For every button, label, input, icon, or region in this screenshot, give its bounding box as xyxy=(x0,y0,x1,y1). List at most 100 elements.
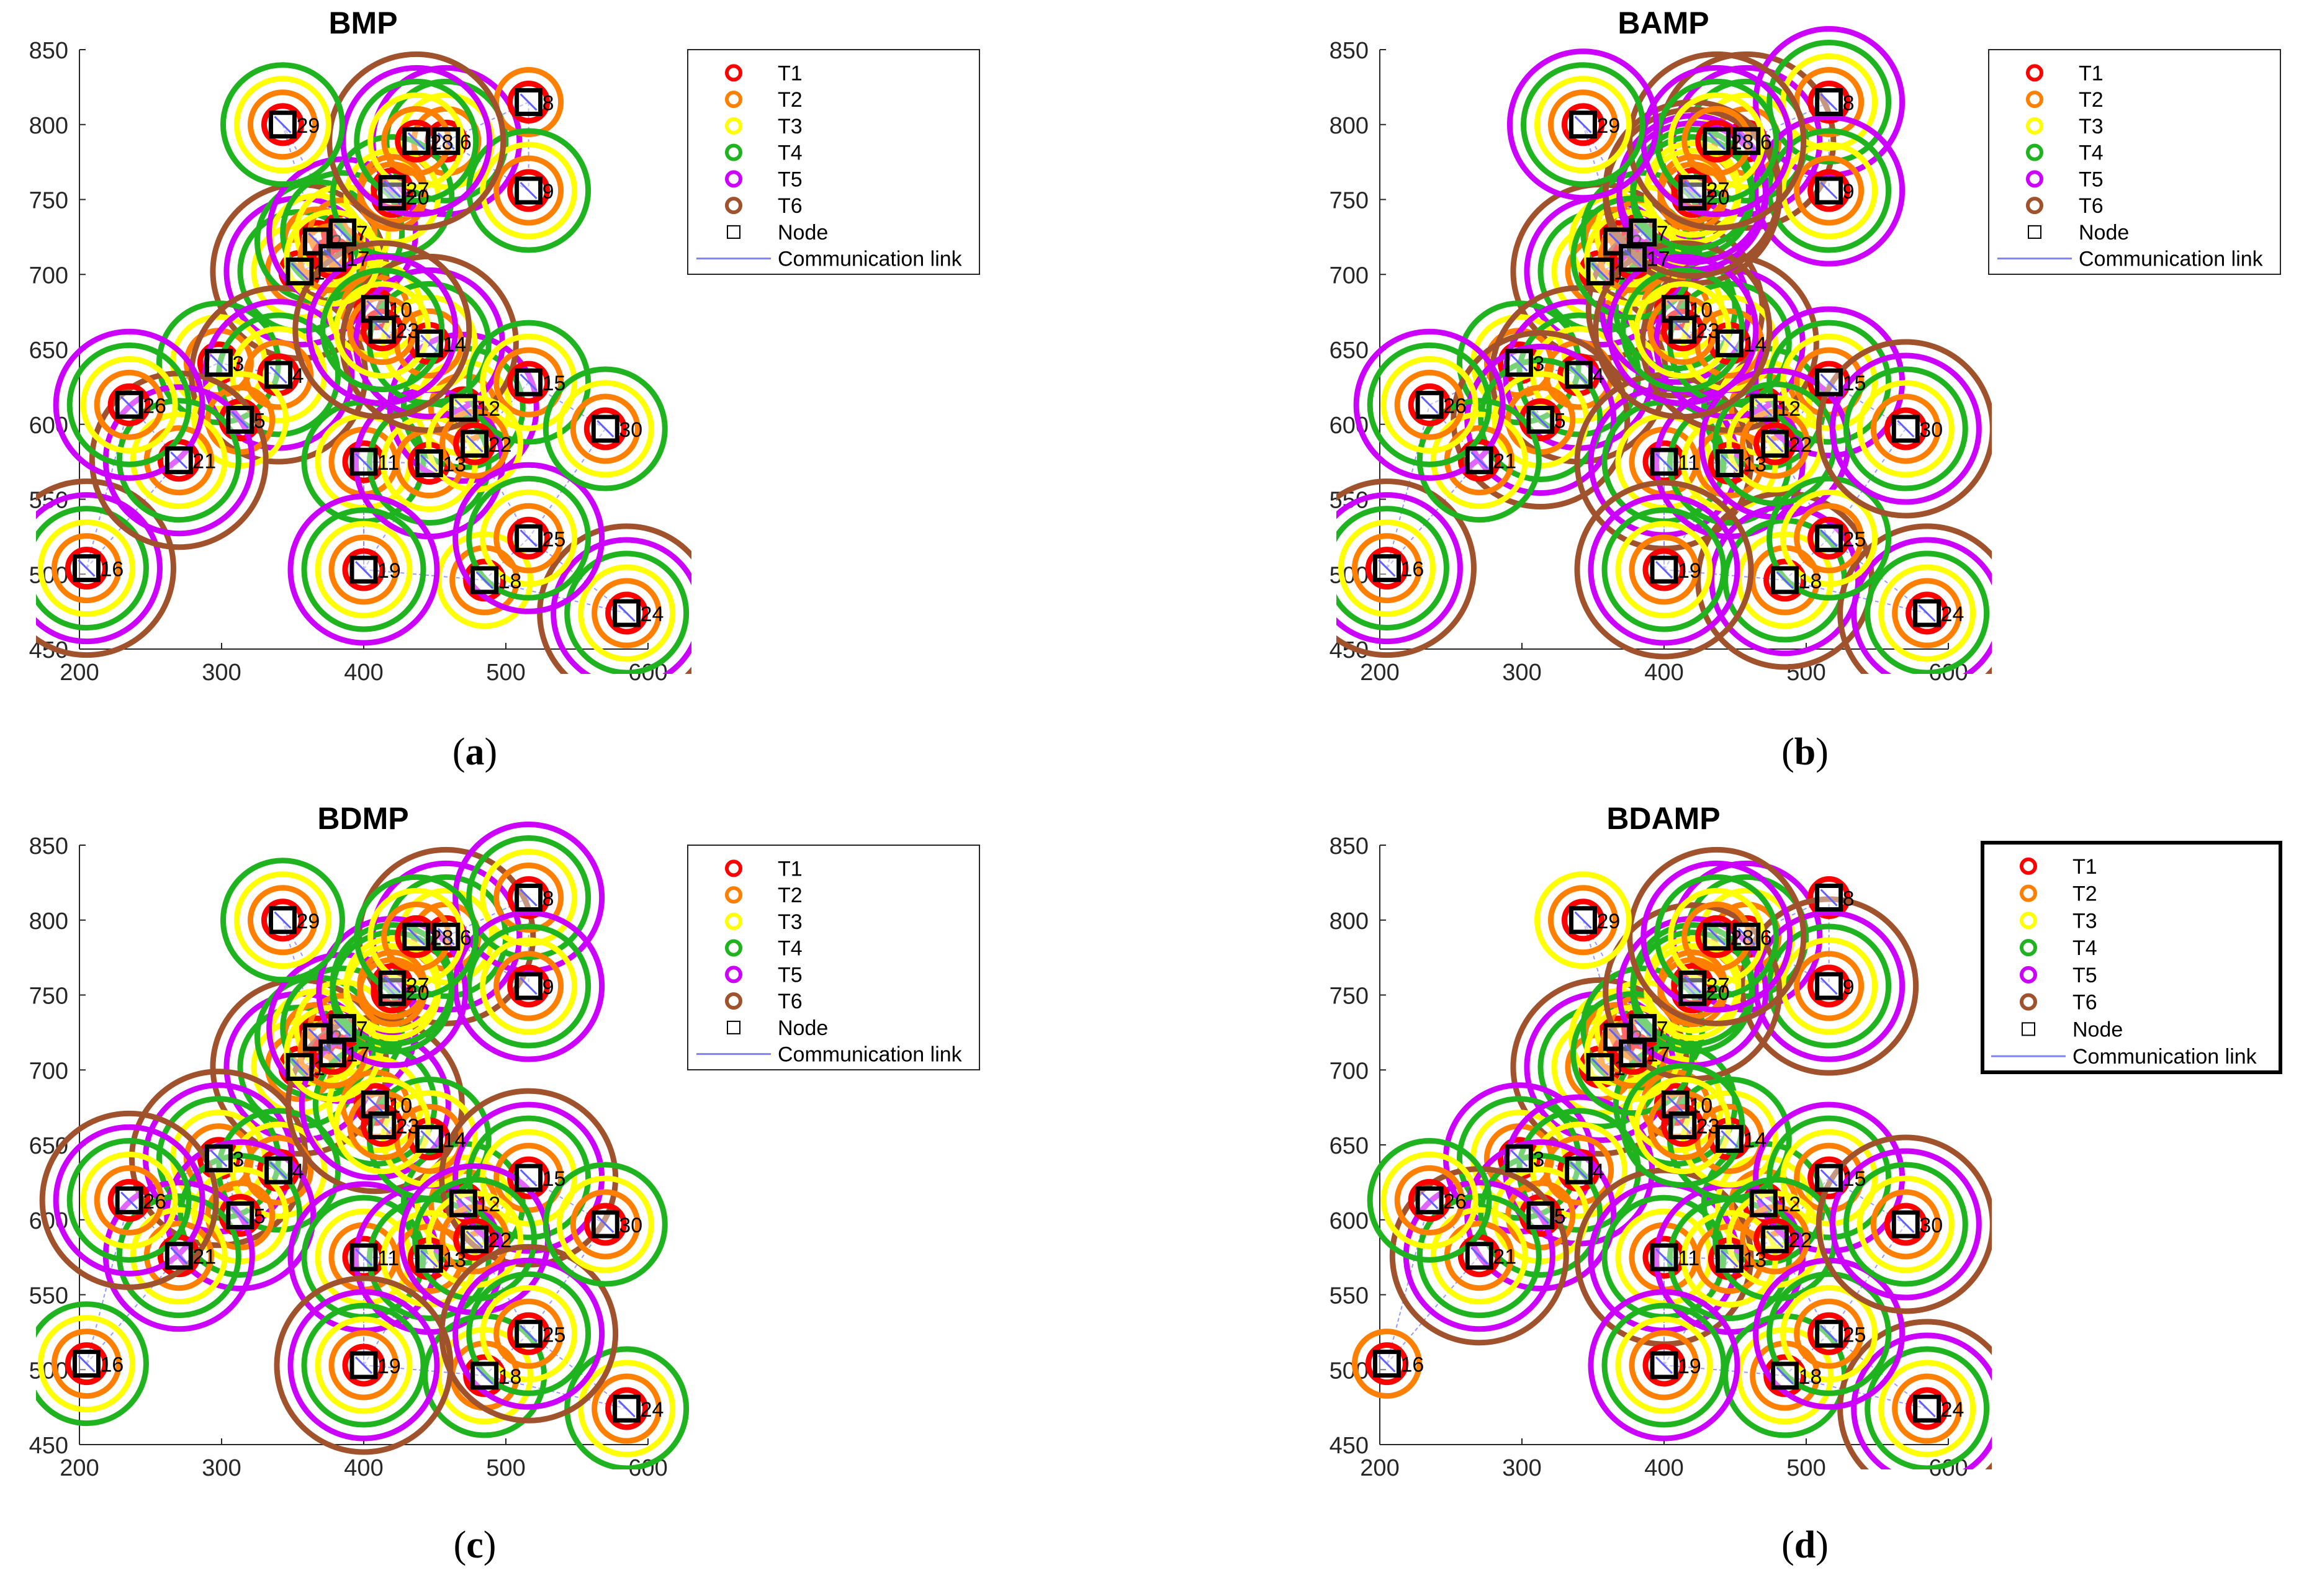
node-cross xyxy=(1378,1355,1396,1373)
communication-link xyxy=(1784,537,1830,581)
node-cross xyxy=(475,571,493,589)
tier-ring-t3 xyxy=(1780,141,1878,240)
node-marker: 18 xyxy=(1771,566,1822,594)
tier-ring-t6 xyxy=(292,240,472,420)
y-tick-label: 550 xyxy=(29,1283,68,1309)
node-label: 25 xyxy=(1843,1323,1866,1347)
node-label: 22 xyxy=(488,1229,512,1252)
node-marker: 29 xyxy=(1568,110,1620,139)
tier-ring-t1 xyxy=(107,1178,151,1222)
tier-rings xyxy=(1336,26,1992,674)
node-cross xyxy=(1591,1058,1609,1076)
tier-ring-t4 xyxy=(412,1177,538,1302)
node-label: 12 xyxy=(477,1193,500,1216)
node-cross xyxy=(1574,911,1592,929)
legend-link-label: Communication link xyxy=(2079,248,2264,271)
tier-ring-t3 xyxy=(480,141,578,240)
node-cross xyxy=(373,321,391,339)
tier-ring-t2 xyxy=(381,901,452,972)
tier-ring-t5 xyxy=(164,1139,317,1292)
node-label: 21 xyxy=(1493,1245,1516,1269)
tier-ring-t4 xyxy=(466,923,592,1049)
node-marker: 24 xyxy=(613,599,664,627)
legend-node-marker xyxy=(727,225,740,239)
tier-ring-t3 xyxy=(1380,356,1478,454)
node-label: 4 xyxy=(1593,1160,1604,1183)
node-marker: 3 xyxy=(204,1144,244,1173)
legend-marker-t1 xyxy=(2020,857,2037,875)
legend-marker-t1 xyxy=(2026,64,2043,82)
tier-ring-t1 xyxy=(1365,547,1408,590)
node-label: 8 xyxy=(1843,92,1855,115)
node-cross xyxy=(1667,1095,1685,1113)
y-tick-label: 750 xyxy=(29,984,68,1010)
legend-label-t1: T1 xyxy=(2079,61,2104,85)
node-cross xyxy=(354,560,373,579)
node-label: 21 xyxy=(192,1245,216,1269)
node-cross xyxy=(170,1247,188,1265)
tier-ring-t3 xyxy=(130,1207,228,1305)
node-marker: 24 xyxy=(1913,599,1964,627)
node-cross xyxy=(454,1195,472,1213)
node-label: 27 xyxy=(406,974,430,998)
tier-ring-t1 xyxy=(1642,548,1686,591)
tier-ring-t5 xyxy=(1588,1289,1740,1441)
node-cross xyxy=(520,529,538,547)
legend-marker-t6 xyxy=(725,197,742,215)
node-cross xyxy=(1721,1130,1739,1148)
node-cross xyxy=(618,604,636,622)
node-cross xyxy=(407,132,425,150)
tier-ring-t5 xyxy=(53,1124,205,1276)
node-label: 22 xyxy=(1789,1229,1812,1252)
node-marker: 3 xyxy=(1505,1144,1544,1173)
legend-label-t6: T6 xyxy=(2079,194,2104,218)
tier-ring-t4 xyxy=(466,1271,592,1396)
node-cross xyxy=(383,975,401,993)
tier-ring-t2 xyxy=(493,347,564,418)
legend-marker-t4 xyxy=(725,143,742,161)
node-marker: 30 xyxy=(591,415,642,443)
legend-marker-t5 xyxy=(2020,966,2037,984)
node-cross xyxy=(1918,1399,1936,1418)
plot-marks: 1234567891011121314151617181920212223242… xyxy=(36,822,690,1469)
tier-ring-t2 xyxy=(493,951,564,1021)
y-tick-label: 850 xyxy=(1330,38,1369,64)
node-marker: 16 xyxy=(1372,1350,1424,1378)
node-cross xyxy=(1655,453,1673,471)
node-cross xyxy=(323,1044,341,1062)
node-label: 7 xyxy=(356,1018,368,1041)
legend-label-t6: T6 xyxy=(778,990,803,1013)
tier-ring-t1 xyxy=(1561,103,1604,146)
tier-ring-t6 xyxy=(1816,339,1992,519)
node-label: 18 xyxy=(1799,1365,1822,1389)
node-cross xyxy=(1820,181,1838,200)
node-label: 7 xyxy=(356,222,368,246)
node-cross xyxy=(1421,1191,1439,1209)
tier-ring-t4 xyxy=(1367,1137,1492,1263)
node-cross xyxy=(420,334,438,352)
legend-marker-t6 xyxy=(2020,993,2037,1011)
node-marker: 20 xyxy=(378,182,430,211)
node-label: 7 xyxy=(1657,1018,1668,1041)
tier-ring-t3 xyxy=(1534,871,1632,969)
tier-ring-t1 xyxy=(261,103,304,146)
legend-label-t4: T4 xyxy=(2079,141,2104,165)
node-label: 25 xyxy=(542,527,566,551)
node-label: 28 xyxy=(430,130,454,154)
caption-open-paren: ( xyxy=(1781,1524,1794,1566)
node-cross xyxy=(1655,560,1673,579)
tier-ring-t5 xyxy=(1353,328,1506,481)
node-cross xyxy=(354,1356,373,1374)
tier-ring-t2 xyxy=(1794,503,1865,573)
chart-title: BDAMP xyxy=(1606,801,1720,836)
tier-ring-t3 xyxy=(480,849,578,947)
communication-link xyxy=(1540,1170,1580,1216)
tier-rings xyxy=(36,51,691,674)
node-marker: 27 xyxy=(378,971,430,999)
node-marker: 12 xyxy=(449,1189,500,1217)
tier-ring-t4 xyxy=(1416,398,1542,523)
node-cross xyxy=(407,928,425,946)
node-marker: 29 xyxy=(1568,906,1620,935)
node-cross xyxy=(1766,1231,1784,1249)
node-marker: 8 xyxy=(1815,884,1855,912)
